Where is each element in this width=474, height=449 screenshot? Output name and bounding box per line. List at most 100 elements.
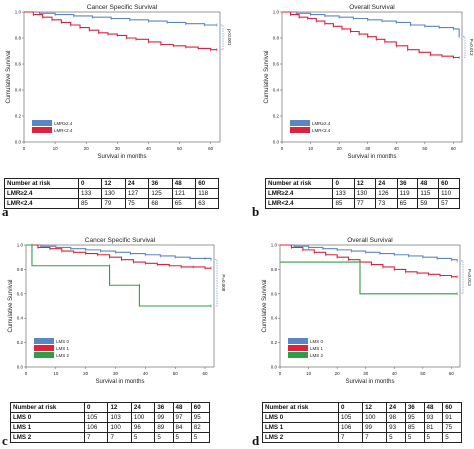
risk-table-row: LMS 1 106 100 96 89 84 82 bbox=[10, 422, 211, 433]
x-tick-label: 20 bbox=[337, 146, 343, 151]
legend-label: LMS 0 bbox=[310, 339, 324, 344]
y-tick-label: 0.0 bbox=[15, 140, 22, 145]
risk-cell: 73 bbox=[375, 198, 398, 209]
risk-cell: 100 bbox=[130, 412, 156, 423]
y-tick-label: 0.4 bbox=[17, 316, 24, 321]
risk-cell: 63 bbox=[195, 198, 219, 209]
risk-table-header: Number at risk 0 12 24 36 48 60 bbox=[4, 178, 219, 189]
risk-cell: 82 bbox=[190, 422, 211, 433]
y-tick-label: 0.6 bbox=[15, 62, 22, 67]
risk-table-row: LMR<2.4 85 77 73 65 59 57 bbox=[264, 198, 460, 209]
risk-cell: 7 bbox=[337, 432, 364, 443]
risk-header-cell: 48 bbox=[172, 402, 192, 413]
km-curve-2 bbox=[282, 11, 460, 59]
risk-cell: 105 bbox=[83, 412, 109, 423]
risk-cell: 106 bbox=[337, 422, 364, 433]
x-tick-label: 50 bbox=[420, 371, 426, 376]
risk-header-cell: Number at risk bbox=[262, 402, 339, 413]
x-axis-label: Survival in months bbox=[345, 379, 394, 385]
risk-header-cell: 24 bbox=[386, 402, 406, 413]
y-tick-label: 0.0 bbox=[271, 365, 278, 370]
risk-cell: 93 bbox=[386, 422, 406, 433]
y-tick-label: 0.8 bbox=[17, 267, 24, 272]
risk-cell: 96 bbox=[130, 422, 156, 433]
risk-header-cell: 60 bbox=[190, 402, 211, 413]
risk-table-row: LMR<2.4 85 79 75 68 65 63 bbox=[4, 198, 219, 209]
km-curve-2 bbox=[280, 244, 458, 278]
x-tick-label: 60 bbox=[208, 146, 214, 151]
y-tick-label: 0.2 bbox=[15, 114, 22, 119]
legend-swatch bbox=[290, 127, 310, 133]
x-tick-label: 40 bbox=[392, 371, 398, 376]
y-axis-label: Cumulative Survival bbox=[264, 50, 270, 103]
risk-cell: 97 bbox=[172, 412, 192, 423]
risk-table-a: Number at risk 0 12 24 36 48 60 LMR≥2.4 133 130 12… bbox=[4, 178, 219, 209]
risk-cell: LMS 1 bbox=[10, 422, 85, 433]
p-value-bracket bbox=[215, 259, 218, 307]
risk-cell: 91 bbox=[442, 412, 462, 423]
risk-cell: 95 bbox=[190, 412, 211, 423]
risk-cell: 99 bbox=[362, 422, 388, 433]
risk-header-cell: 48 bbox=[423, 402, 444, 413]
risk-cell: 99 bbox=[154, 412, 174, 423]
y-tick-label: 0.6 bbox=[273, 62, 280, 67]
y-tick-label: 0.2 bbox=[273, 114, 280, 119]
y-tick-label: 1.0 bbox=[271, 243, 278, 248]
legend-label: LMR<2.4 bbox=[54, 128, 73, 133]
km-plot-b: Overall Survival Cumulative Survival Survi… bbox=[264, 4, 474, 160]
legend-swatch bbox=[290, 120, 310, 126]
y-tick-label: 0.4 bbox=[271, 316, 278, 321]
risk-cell: 5 bbox=[386, 432, 406, 443]
x-tick-label: 30 bbox=[363, 371, 369, 376]
x-axis-label: Survival in months bbox=[95, 379, 144, 385]
p-value-bracket bbox=[221, 24, 224, 50]
risk-cell: 98 bbox=[386, 412, 406, 423]
y-tick-label: 1.0 bbox=[15, 10, 22, 15]
km-curve-3 bbox=[280, 261, 458, 295]
legend-swatch bbox=[32, 127, 52, 133]
legend-label: LMS 1 bbox=[310, 346, 324, 351]
risk-cell: LMS 0 bbox=[10, 412, 85, 423]
risk-cell: 75 bbox=[442, 422, 462, 433]
legend-label: LMS 1 bbox=[56, 346, 70, 351]
x-tick-label: 10 bbox=[53, 371, 59, 376]
risk-table-header: Number at risk 0 12 24 36 48 60 bbox=[10, 402, 211, 413]
p-value-label: P=0.008 bbox=[221, 274, 226, 291]
x-tick-label: 50 bbox=[177, 146, 183, 151]
y-axis-label: Cumulative Survival bbox=[6, 50, 12, 103]
risk-table-header: Number at risk 0 12 24 36 48 60 bbox=[262, 402, 462, 413]
plot-frame bbox=[279, 244, 461, 368]
y-tick-label: 1.0 bbox=[273, 10, 280, 15]
legend-swatch bbox=[32, 120, 52, 126]
x-tick-label: 0 bbox=[279, 371, 282, 376]
x-tick-label: 60 bbox=[449, 371, 455, 376]
x-tick-label: 60 bbox=[451, 146, 457, 151]
risk-header-cell: 24 bbox=[130, 402, 156, 413]
x-tick-label: 40 bbox=[146, 146, 152, 151]
plot-frame bbox=[23, 11, 221, 143]
risk-cell: LMS 2 bbox=[262, 432, 339, 443]
legend-label: LMR≥2.4 bbox=[54, 121, 73, 126]
panel-letter-a: a bbox=[2, 204, 9, 219]
x-tick-label: 30 bbox=[365, 146, 371, 151]
y-tick-label: 0.8 bbox=[273, 36, 280, 41]
x-tick-label: 60 bbox=[203, 371, 209, 376]
x-tick-label: 0 bbox=[23, 146, 26, 151]
risk-cell: 84 bbox=[172, 422, 192, 433]
y-tick-label: 1.0 bbox=[17, 243, 24, 248]
legend-swatch bbox=[34, 352, 54, 358]
y-axis-label: Cumulative Survival bbox=[8, 279, 14, 332]
risk-cell: 106 bbox=[83, 422, 109, 433]
risk-header-cell: 12 bbox=[107, 402, 132, 413]
y-tick-label: 0.0 bbox=[273, 140, 280, 145]
risk-cell: 5 bbox=[423, 432, 444, 443]
risk-cell: 5 bbox=[172, 432, 192, 443]
risk-header-cell: 36 bbox=[154, 402, 174, 413]
risk-table-d: Number at risk 0 12 24 36 48 60 LMS 0 105 100 98 95… bbox=[262, 402, 462, 443]
risk-table-row: LMS 1 106 99 93 85 81 75 bbox=[262, 422, 462, 433]
x-tick-label: 50 bbox=[173, 371, 179, 376]
risk-table-row: LMS 0 105 103 100 99 97 95 bbox=[10, 412, 211, 423]
chart-title: Cancer Specific Survival bbox=[87, 4, 158, 11]
x-tick-label: 0 bbox=[25, 371, 28, 376]
